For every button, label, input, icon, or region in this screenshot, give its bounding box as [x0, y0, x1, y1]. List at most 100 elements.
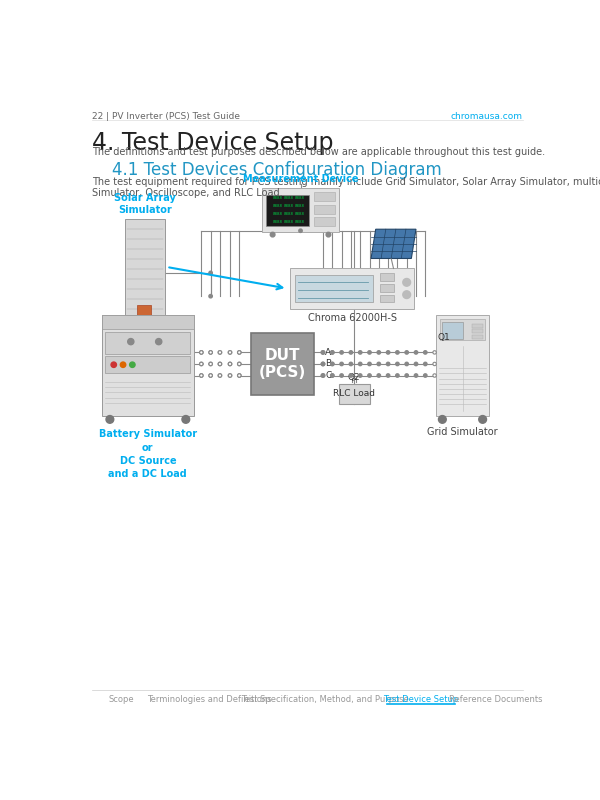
Circle shape: [200, 350, 203, 354]
Text: Test Specification, Method, and Purpose: Test Specification, Method, and Purpose: [241, 695, 409, 704]
Circle shape: [299, 229, 302, 233]
Text: 8888: 8888: [283, 219, 293, 223]
Bar: [295, 274, 373, 302]
Text: 8888: 8888: [295, 212, 304, 216]
Bar: [380, 273, 394, 281]
Text: 8888: 8888: [283, 197, 293, 201]
Circle shape: [349, 374, 353, 378]
Circle shape: [321, 350, 325, 354]
Text: 8888: 8888: [283, 212, 293, 216]
Circle shape: [209, 374, 212, 378]
Text: 22 | PV Inverter (PCS) Test Guide: 22 | PV Inverter (PCS) Test Guide: [92, 112, 240, 121]
Circle shape: [200, 362, 203, 366]
Circle shape: [130, 362, 135, 367]
Circle shape: [218, 374, 221, 378]
Bar: [472, 330, 482, 333]
Circle shape: [209, 271, 212, 274]
Circle shape: [209, 374, 212, 378]
Text: Q1: Q1: [438, 333, 451, 342]
Circle shape: [340, 374, 343, 378]
Circle shape: [386, 374, 390, 378]
Circle shape: [405, 374, 409, 378]
Circle shape: [128, 338, 134, 345]
Circle shape: [321, 374, 325, 378]
Text: C: C: [325, 371, 332, 380]
Circle shape: [377, 350, 380, 354]
Circle shape: [395, 362, 399, 366]
Circle shape: [238, 350, 241, 354]
Circle shape: [340, 362, 343, 366]
Text: 8888: 8888: [272, 204, 283, 208]
Text: 8888: 8888: [283, 204, 293, 208]
Bar: [105, 356, 190, 373]
Text: Chroma 62000H-S: Chroma 62000H-S: [308, 313, 397, 323]
Circle shape: [228, 374, 232, 378]
Text: Scope: Scope: [109, 695, 134, 704]
Circle shape: [358, 374, 362, 378]
Circle shape: [358, 362, 362, 366]
Circle shape: [238, 374, 241, 378]
Bar: [472, 334, 482, 338]
Circle shape: [218, 374, 221, 378]
Circle shape: [218, 362, 221, 366]
Circle shape: [238, 362, 241, 366]
Circle shape: [377, 362, 380, 366]
Circle shape: [340, 350, 343, 354]
Circle shape: [238, 374, 241, 378]
Text: Reference Documents: Reference Documents: [449, 695, 542, 704]
Text: Q2: Q2: [347, 374, 361, 382]
Bar: [290, 269, 415, 309]
Bar: [442, 322, 463, 338]
Circle shape: [200, 362, 203, 366]
Circle shape: [349, 362, 353, 366]
Circle shape: [331, 362, 334, 366]
Circle shape: [182, 415, 190, 423]
Circle shape: [395, 374, 399, 378]
Bar: [380, 294, 394, 302]
Bar: [105, 332, 190, 354]
Text: 8888: 8888: [272, 197, 283, 201]
Circle shape: [349, 350, 353, 354]
Bar: [314, 192, 335, 202]
Circle shape: [331, 350, 334, 354]
Circle shape: [414, 350, 418, 354]
Circle shape: [424, 350, 427, 354]
Circle shape: [424, 362, 427, 366]
Bar: [102, 315, 194, 415]
Circle shape: [358, 350, 362, 354]
Circle shape: [414, 362, 418, 366]
Circle shape: [331, 374, 334, 378]
Bar: [440, 318, 485, 340]
Circle shape: [228, 374, 232, 378]
Circle shape: [111, 362, 116, 367]
Circle shape: [321, 362, 325, 366]
Circle shape: [200, 374, 203, 378]
Circle shape: [321, 350, 325, 354]
Text: 8888: 8888: [272, 219, 283, 223]
Circle shape: [200, 374, 203, 378]
Text: 4. Test Device Setup: 4. Test Device Setup: [92, 130, 334, 154]
Circle shape: [405, 350, 409, 354]
Circle shape: [414, 374, 418, 378]
Circle shape: [395, 350, 399, 354]
Text: DUT
(PCS): DUT (PCS): [259, 348, 307, 380]
Text: 8888: 8888: [295, 219, 304, 223]
Bar: [125, 219, 165, 338]
Bar: [251, 333, 314, 394]
Circle shape: [228, 362, 232, 366]
Circle shape: [238, 350, 241, 354]
Circle shape: [228, 362, 232, 366]
Circle shape: [368, 350, 371, 354]
Polygon shape: [371, 230, 416, 258]
Circle shape: [405, 362, 409, 366]
Bar: [314, 205, 335, 214]
Circle shape: [433, 374, 436, 378]
Circle shape: [377, 374, 380, 378]
Circle shape: [238, 362, 241, 366]
Circle shape: [121, 362, 126, 367]
Bar: [102, 315, 194, 330]
Text: B: B: [325, 359, 331, 369]
Circle shape: [218, 362, 221, 366]
Circle shape: [439, 415, 446, 423]
Bar: [314, 217, 335, 226]
